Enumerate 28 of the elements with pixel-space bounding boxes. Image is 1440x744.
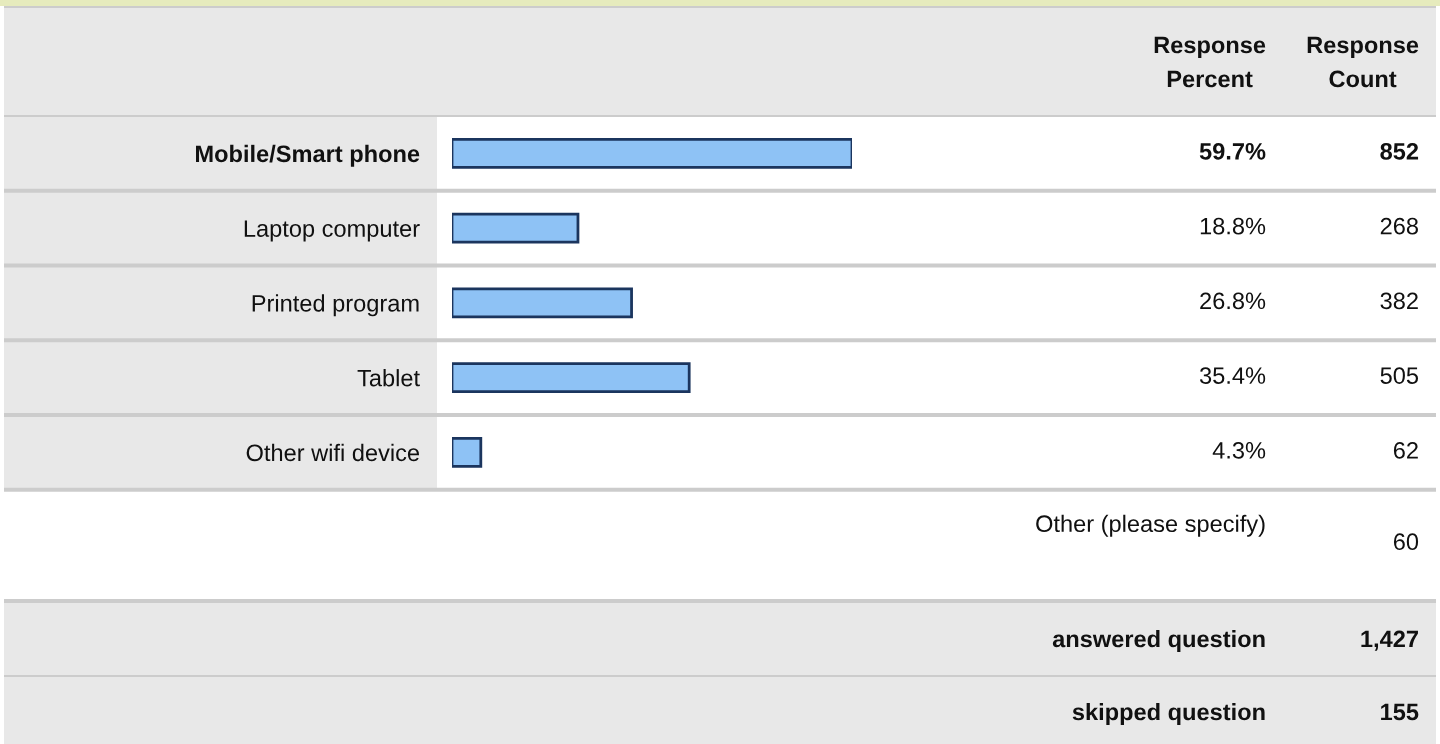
bar	[452, 287, 633, 319]
y-tick-label: Mobile/Smart phone	[196, 144, 420, 167]
text: 852	[1380, 142, 1419, 160]
y-tick-label: Laptop computer	[244, 220, 420, 242]
bar	[452, 436, 483, 468]
y-tick-label: Printed program	[252, 294, 419, 317]
bar	[452, 212, 580, 244]
text: 60	[1393, 533, 1419, 551]
text: 382	[1380, 292, 1418, 310]
data-label: 59.7%	[1199, 142, 1266, 160]
text: answered question	[1052, 629, 1265, 653]
data-label: 35.4%	[1199, 367, 1266, 384]
bar	[452, 362, 691, 394]
text: 62	[1393, 441, 1418, 459]
text: 268	[1380, 217, 1418, 235]
data-label: 4.3%	[1212, 441, 1266, 459]
bar	[452, 137, 852, 169]
text: Other (please specify)	[1036, 514, 1265, 537]
text: Response Count	[1307, 36, 1419, 88]
data-label: 26.8%	[1200, 292, 1266, 310]
y-tick-label: Tablet	[357, 369, 420, 387]
text: skipped question	[1072, 702, 1265, 726]
text: 505	[1380, 367, 1419, 384]
text: 155	[1381, 703, 1419, 721]
data-label: 18.8%	[1200, 217, 1266, 235]
text: Response Percent	[1154, 36, 1266, 88]
text: 1,427	[1361, 630, 1418, 651]
y-tick-label: Other wifi device	[246, 443, 420, 462]
